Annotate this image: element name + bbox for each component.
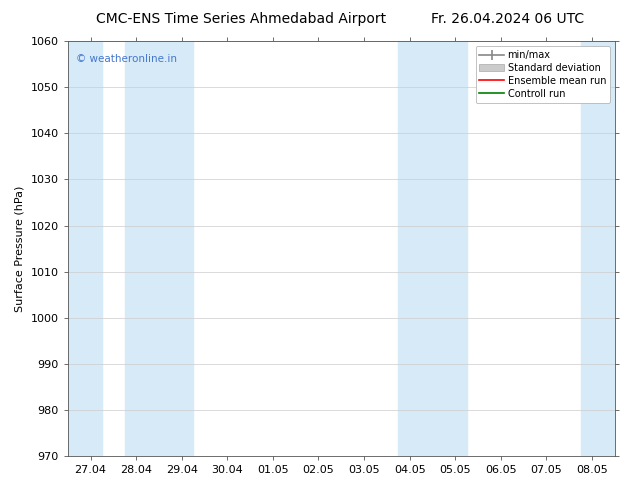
Bar <box>68 41 102 456</box>
Bar <box>398 41 467 456</box>
Text: © weatheronline.in: © weatheronline.in <box>76 54 177 64</box>
Y-axis label: Surface Pressure (hPa): Surface Pressure (hPa) <box>15 185 25 312</box>
Legend: min/max, Standard deviation, Ensemble mean run, Controll run: min/max, Standard deviation, Ensemble me… <box>476 46 610 102</box>
Text: CMC-ENS Time Series Ahmedabad Airport: CMC-ENS Time Series Ahmedabad Airport <box>96 12 386 26</box>
Bar <box>125 41 193 456</box>
Bar <box>581 41 615 456</box>
Text: Fr. 26.04.2024 06 UTC: Fr. 26.04.2024 06 UTC <box>430 12 584 26</box>
